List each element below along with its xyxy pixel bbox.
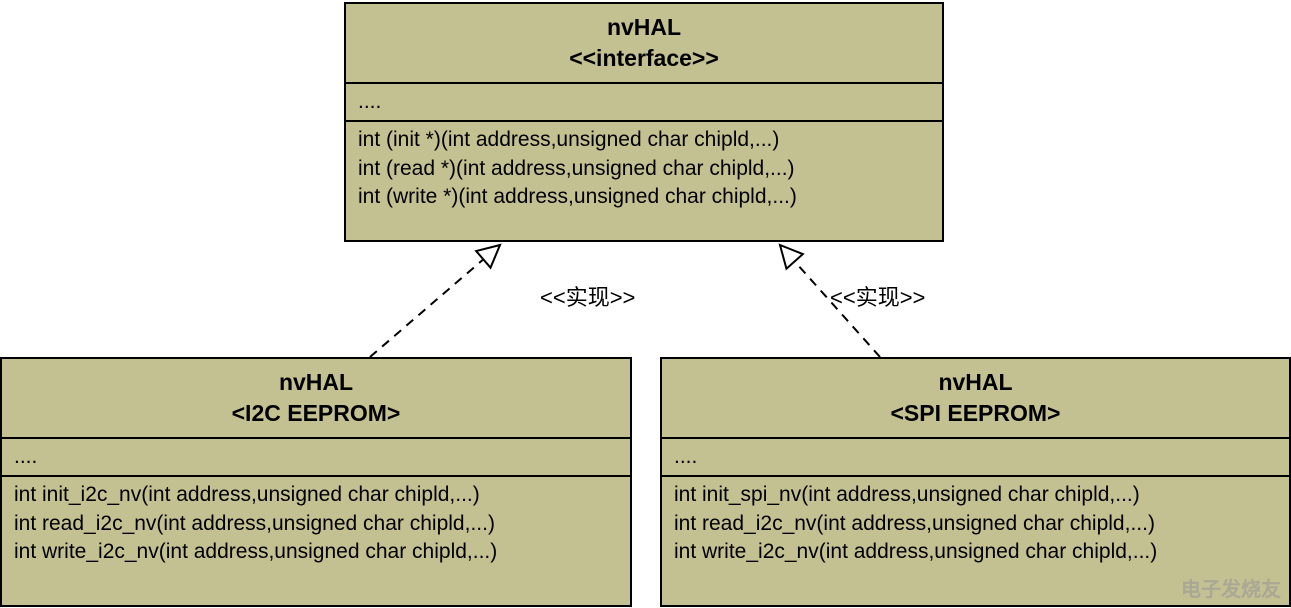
attrs-compartment: .... bbox=[2, 437, 630, 475]
attrs-compartment: .... bbox=[346, 82, 942, 120]
operation: int write_i2c_nv(int address,unsigned ch… bbox=[674, 538, 1277, 566]
class-template: <SPI EEPROM> bbox=[674, 398, 1277, 429]
ops-compartment: int init_i2c_nv(int address,unsigned cha… bbox=[2, 475, 630, 570]
attrs-compartment: .... bbox=[662, 437, 1289, 475]
uml-class-i2c: nvHAL <I2C EEPROM> .... int init_i2c_nv(… bbox=[0, 357, 632, 607]
realization-label: <<实现>> bbox=[540, 280, 635, 312]
operation: int read_i2c_nv(int address,unsigned cha… bbox=[674, 510, 1277, 538]
uml-canvas: nvHAL <<interface>> .... int (init *)(in… bbox=[0, 0, 1291, 608]
uml-class-spi: nvHAL <SPI EEPROM> .... int init_spi_nv(… bbox=[660, 357, 1291, 607]
operation: int read_i2c_nv(int address,unsigned cha… bbox=[14, 510, 618, 538]
operation: int write_i2c_nv(int address,unsigned ch… bbox=[14, 538, 618, 566]
operation: int init_i2c_nv(int address,unsigned cha… bbox=[14, 481, 618, 509]
operation: int (read *)(int address,unsigned char c… bbox=[358, 155, 930, 183]
ops-compartment: int (init *)(int address,unsigned char c… bbox=[346, 120, 942, 215]
class-name: nvHAL bbox=[674, 367, 1277, 398]
class-name: nvHAL bbox=[358, 12, 930, 43]
uml-class-interface: nvHAL <<interface>> .... int (init *)(in… bbox=[344, 2, 944, 242]
ops-compartment: int init_spi_nv(int address,unsigned cha… bbox=[662, 475, 1289, 570]
class-stereotype: <<interface>> bbox=[358, 43, 930, 74]
realization-label: <<实现>> bbox=[830, 280, 925, 312]
operation: int (write *)(int address,unsigned char … bbox=[358, 183, 930, 211]
operation: int (init *)(int address,unsigned char c… bbox=[358, 126, 930, 154]
operation: int init_spi_nv(int address,unsigned cha… bbox=[674, 481, 1277, 509]
class-template: <I2C EEPROM> bbox=[14, 398, 618, 429]
realization-arrow-i2c bbox=[370, 245, 500, 357]
class-name: nvHAL bbox=[14, 367, 618, 398]
